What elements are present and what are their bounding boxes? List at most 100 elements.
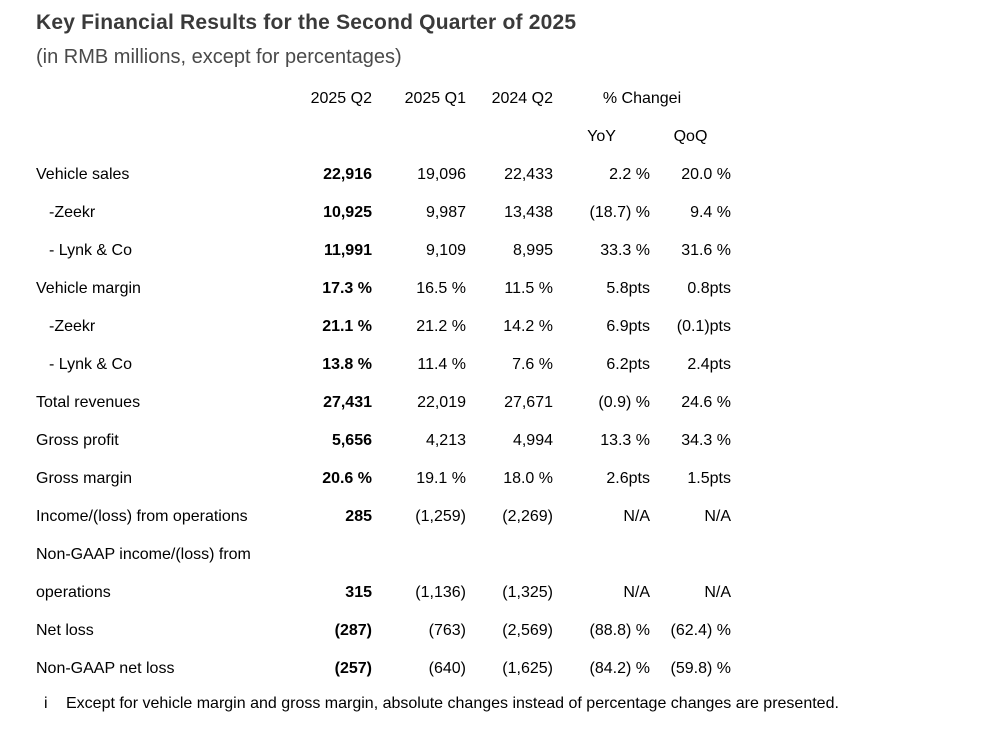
cell-2025-q2: 17.3 % — [322, 280, 372, 297]
table-row: operations 315 (1,136) (1,325) N/A N/A — [36, 574, 731, 612]
cell-2024-q2: (1,325) — [502, 584, 553, 601]
table-row: - Lynk & Co 11,991 9,109 8,995 33.3 % 31… — [36, 232, 731, 270]
row-label: - Lynk & Co — [49, 242, 132, 259]
column-header-2025-q1: 2025 Q1 — [404, 90, 466, 107]
table-row: Non-GAAP net loss (257) (640) (1,625) (8… — [36, 650, 731, 688]
cell-2025-q2: 21.1 % — [322, 318, 372, 335]
cell-yoy: N/A — [623, 508, 650, 525]
cell-2025-q1: 4,213 — [425, 432, 466, 449]
cell-qoq: 1.5pts — [687, 470, 731, 487]
table-row: Non-GAAP income/(loss) from — [36, 536, 731, 574]
column-header-2024-q2: 2024 Q2 — [491, 90, 553, 107]
cell-qoq: N/A — [704, 508, 731, 525]
cell-2025-q1: (1,136) — [415, 584, 466, 601]
cell-qoq: (62.4) % — [670, 622, 731, 639]
cell-yoy: N/A — [623, 584, 650, 601]
table-row: Vehicle margin 17.3 % 16.5 % 11.5 % 5.8p… — [36, 270, 731, 308]
cell-2024-q2: (1,625) — [502, 660, 553, 677]
cell-2025-q1: (763) — [428, 622, 466, 639]
row-label: operations — [36, 584, 111, 601]
cell-yoy: 13.3 % — [600, 432, 650, 449]
row-label: Non-GAAP net loss — [36, 660, 175, 677]
row-label: Non-GAAP income/(loss) from — [36, 546, 251, 563]
table-header: 2025 Q2 2025 Q1 2024 Q2 % Changei YoY Qo… — [36, 80, 731, 156]
cell-qoq: 9.4 % — [690, 204, 731, 221]
table-row: -Zeekr 10,925 9,987 13,438 (18.7) % 9.4 … — [36, 194, 731, 232]
sub-header-spacer — [36, 118, 553, 156]
row-label: -Zeekr — [49, 204, 96, 221]
column-header-2025-q2: 2025 Q2 — [310, 90, 372, 107]
cell-2024-q2: (2,569) — [502, 622, 553, 639]
table-row: -Zeekr 21.1 % 21.2 % 14.2 % 6.9pts (0.1)… — [36, 308, 731, 346]
column-header-yoy: YoY — [587, 128, 616, 145]
cell-2025-q1: 22,019 — [417, 394, 466, 411]
cell-yoy: (88.8) % — [589, 622, 650, 639]
cell-yoy — [553, 536, 650, 574]
cell-2025-q1: 9,987 — [425, 204, 466, 221]
cell-yoy: (18.7) % — [589, 204, 650, 221]
cell-2025-q1: 19.1 % — [416, 470, 466, 487]
footnote-marker: i — [44, 695, 48, 712]
table-row: Gross profit 5,656 4,213 4,994 13.3 % 34… — [36, 422, 731, 460]
cell-2024-q2 — [466, 536, 553, 574]
table-row: Gross margin 20.6 % 19.1 % 18.0 % 2.6pts… — [36, 460, 731, 498]
cell-2025-q2: 315 — [345, 584, 372, 601]
cell-qoq — [650, 536, 731, 574]
cell-2024-q2: 22,433 — [504, 166, 553, 183]
cell-2024-q2: 27,671 — [504, 394, 553, 411]
cell-2024-q2: 11.5 % — [504, 280, 553, 297]
cell-2025-q2: (257) — [334, 660, 372, 677]
row-label: -Zeekr — [49, 318, 96, 335]
cell-2025-q2 — [280, 536, 372, 574]
sub-header-row: YoY QoQ — [36, 118, 731, 156]
row-label: Gross margin — [36, 470, 133, 487]
page-title: Key Financial Results for the Second Qua… — [36, 11, 577, 34]
cell-2025-q1 — [372, 536, 466, 574]
cell-2025-q1: 11.4 % — [417, 356, 466, 373]
row-label: Vehicle sales — [36, 166, 130, 183]
row-label: Gross profit — [36, 432, 119, 449]
cell-2025-q2: 11,991 — [323, 242, 372, 259]
cell-qoq: 34.3 % — [681, 432, 731, 449]
cell-2024-q2: 7.6 % — [512, 356, 553, 373]
cell-2025-q1: 19,096 — [417, 166, 466, 183]
cell-qoq: 20.0 % — [681, 166, 731, 183]
cell-qoq: (0.1)pts — [676, 318, 731, 335]
row-label: - Lynk & Co — [49, 356, 132, 373]
header-spacer — [36, 80, 280, 118]
table-row: Total revenues 27,431 22,019 27,671 (0.9… — [36, 384, 731, 422]
table-row: Net loss (287) (763) (2,569) (88.8) % (6… — [36, 612, 731, 650]
cell-qoq: 31.6 % — [681, 242, 731, 259]
row-label: Total revenues — [36, 394, 141, 411]
cell-yoy: 5.8pts — [606, 280, 650, 297]
table-row: - Lynk & Co 13.8 % 11.4 % 7.6 % 6.2pts 2… — [36, 346, 731, 384]
cell-2024-q2: 8,995 — [512, 242, 553, 259]
cell-2025-q1: (1,259) — [415, 508, 466, 525]
row-label: Net loss — [36, 622, 94, 639]
cell-yoy: 2.6pts — [606, 470, 650, 487]
cell-2025-q2: 27,431 — [323, 394, 372, 411]
cell-qoq: (59.8) % — [670, 660, 731, 677]
row-label: Vehicle margin — [36, 280, 141, 297]
cell-yoy: 33.3 % — [600, 242, 650, 259]
column-header-percent-change: % Changei — [553, 80, 731, 118]
financial-results-table: 2025 Q2 2025 Q1 2024 Q2 % Changei YoY Qo… — [36, 80, 731, 688]
cell-2025-q2: 5,656 — [331, 432, 372, 449]
cell-2025-q1: (640) — [428, 660, 466, 677]
cell-yoy: (84.2) % — [589, 660, 650, 677]
cell-2024-q2: 4,994 — [512, 432, 553, 449]
cell-2025-q1: 16.5 % — [416, 280, 466, 297]
table-row: Income/(loss) from operations 285 (1,259… — [36, 498, 731, 536]
page-subtitle: (in RMB millions, except for percentages… — [36, 46, 402, 68]
percent-change-label: % Change — [602, 90, 678, 107]
period-header-row: 2025 Q2 2025 Q1 2024 Q2 % Changei — [36, 80, 731, 118]
cell-yoy: 6.2pts — [606, 356, 650, 373]
cell-yoy: 2.2 % — [609, 166, 650, 183]
cell-2025-q2: 285 — [345, 508, 372, 525]
cell-2024-q2: 18.0 % — [503, 470, 553, 487]
cell-qoq: N/A — [704, 584, 731, 601]
footnote: i Except for vehicle margin and gross ma… — [36, 694, 960, 714]
cell-qoq: 24.6 % — [681, 394, 731, 411]
cell-2024-q2: 14.2 % — [503, 318, 553, 335]
cell-2025-q1: 9,109 — [425, 242, 466, 259]
